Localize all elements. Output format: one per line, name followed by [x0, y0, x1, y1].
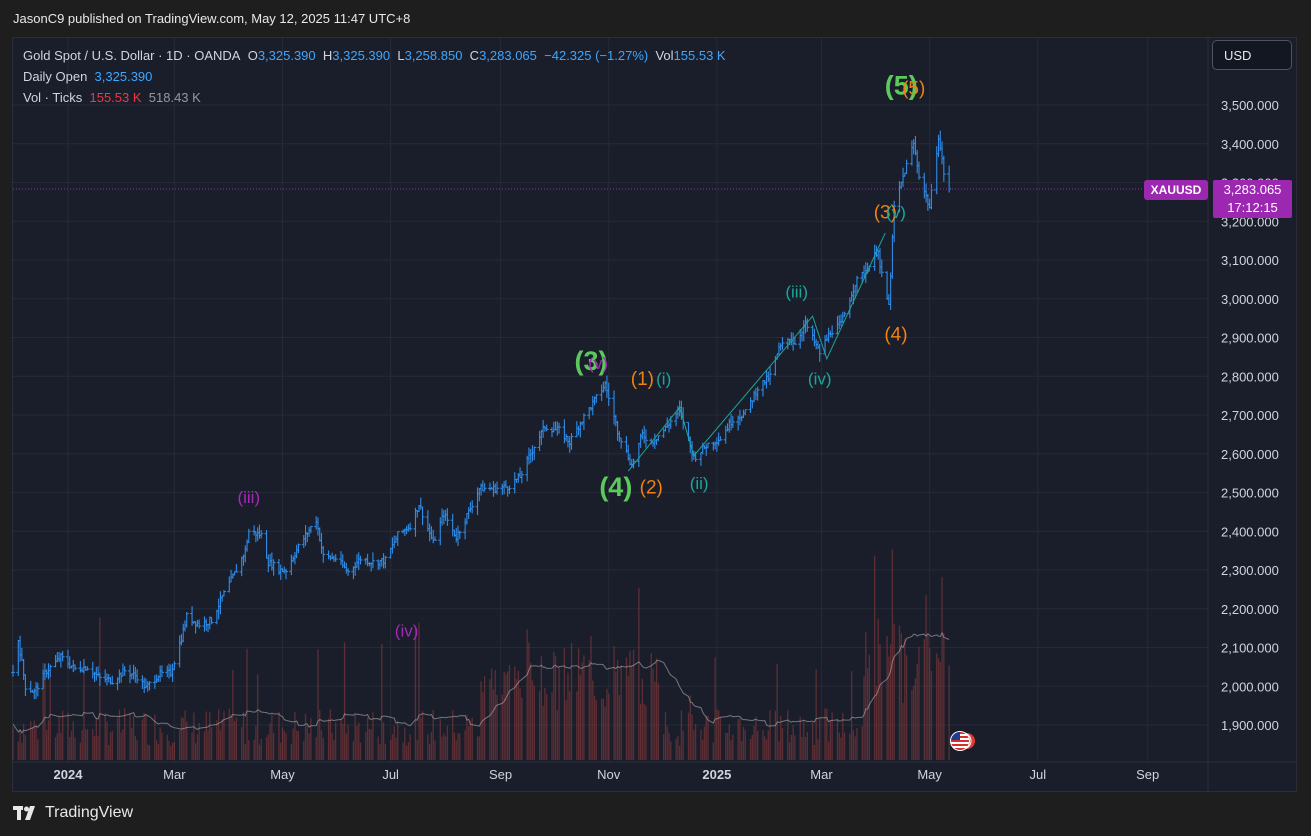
close-label: C — [469, 48, 480, 63]
y-tick-label: 2,700.000 — [1221, 408, 1279, 423]
y-tick-label: 2,200.000 — [1221, 602, 1279, 617]
y-tick-label: 2,300.000 — [1221, 563, 1279, 578]
y-tick-label: 2,500.000 — [1221, 486, 1279, 501]
y-tick-label: 2,800.000 — [1221, 369, 1279, 384]
tradingview-logo-icon — [13, 806, 35, 820]
vol-value: 155.53 K — [673, 48, 726, 63]
elliott-wave-line — [627, 232, 886, 472]
wave-label-intermediate[interactable]: (1) — [631, 369, 654, 390]
x-tick-label: May — [270, 767, 295, 782]
daily-open-value: 3,325.390 — [94, 69, 153, 84]
y-tick-label: 3,200.000 — [1221, 214, 1279, 229]
low-value: 3,258.850 — [404, 48, 463, 63]
wave-label-primary[interactable]: (5) — [885, 71, 918, 101]
last-price-value: 3,283.065 — [1223, 182, 1282, 197]
x-tick-label: 2024 — [54, 767, 84, 782]
y-tick-label: 1,900.000 — [1221, 718, 1279, 733]
vol-ticks-label: Vol · Ticks — [23, 90, 83, 105]
wave-label-minute[interactable]: (iv) — [395, 621, 419, 640]
y-tick-label: 2,600.000 — [1221, 447, 1279, 462]
y-tick-label: 2,000.000 — [1221, 679, 1279, 694]
x-tick-label: Nov — [597, 767, 621, 782]
x-tick-label: Sep — [1136, 767, 1159, 782]
wave-label-intermediate[interactable]: (3) — [874, 203, 897, 224]
x-tick-label: Mar — [810, 767, 833, 782]
y-tick-label: 3,400.000 — [1221, 137, 1279, 152]
open-label: O — [247, 48, 258, 63]
x-tick-label: Jul — [382, 767, 399, 782]
x-tick-label: Mar — [163, 767, 186, 782]
wave-label-intermediate[interactable]: (5) — [902, 79, 925, 100]
legend-daily-open-row[interactable]: Daily Open 3,325.390 — [23, 66, 726, 87]
change-value: −42.325 (−1.27%) — [544, 48, 649, 63]
wave-label-minor[interactable]: (i) — [656, 370, 671, 389]
currency-button[interactable]: USD — [1212, 40, 1292, 70]
legend-ohlc-row: Gold Spot / U.S. Dollar · 1D · OANDA O3,… — [23, 45, 726, 66]
wave-label-minor[interactable]: (ii) — [690, 474, 709, 493]
y-tick-label: 2,100.000 — [1221, 641, 1279, 656]
x-tick-label: Jul — [1029, 767, 1046, 782]
y-tick-label: 3,000.000 — [1221, 292, 1279, 307]
last-price-tag: 3,283.065 17:12:15 — [1213, 180, 1292, 218]
high-label: H — [322, 48, 333, 63]
instrument-label[interactable]: Gold Spot / U.S. Dollar · 1D · OANDA — [23, 48, 241, 63]
wave-label-minor[interactable]: (v) — [886, 203, 906, 222]
y-tick-label: 2,900.000 — [1221, 331, 1279, 346]
chart-legend: Gold Spot / U.S. Dollar · 1D · OANDA O3,… — [23, 45, 726, 108]
vol-label: Vol — [655, 48, 674, 63]
y-tick-label: 3,500.000 — [1221, 98, 1279, 113]
wave-label-minor[interactable]: (iv) — [808, 370, 832, 389]
tradingview-brand: TradingView — [45, 804, 134, 821]
legend-vol-ticks-row[interactable]: Vol · Ticks 155.53 K 518.43 K — [23, 87, 726, 108]
volume-ma-line — [12, 631, 950, 734]
vol-ticks-value: 155.53 K — [89, 90, 142, 105]
wave-label-primary[interactable]: (3) — [574, 346, 607, 376]
wave-label-intermediate[interactable]: (2) — [640, 478, 663, 499]
x-tick-label: 2025 — [702, 767, 731, 782]
y-tick-label: 3,100.000 — [1221, 253, 1279, 268]
open-value: 3,325.390 — [257, 48, 316, 63]
wave-label-primary[interactable]: (4) — [599, 472, 632, 502]
published-line: JasonC9 published on TradingView.com, Ma… — [13, 11, 411, 26]
symbol-price-tag: XAUUSD — [1144, 180, 1208, 200]
wave-label-minute[interactable]: (v) — [588, 354, 608, 373]
us-flag-icon[interactable] — [948, 728, 976, 754]
tradingview-logo[interactable]: TradingView — [13, 804, 133, 822]
y-tick-label: 2,400.000 — [1221, 524, 1279, 539]
bar-countdown: 17:12:15 — [1227, 200, 1278, 215]
wave-label-minute[interactable]: (iii) — [237, 488, 260, 507]
wave-label-minor[interactable]: (iii) — [785, 282, 808, 301]
vol-ticks-ma-value: 518.43 K — [148, 90, 201, 105]
daily-open-label: Daily Open — [23, 69, 88, 84]
close-value: 3,283.065 — [479, 48, 537, 63]
wave-label-intermediate[interactable]: (4) — [884, 325, 907, 346]
high-value: 3,325.390 — [332, 48, 391, 63]
x-tick-label: May — [917, 767, 942, 782]
low-label: L — [397, 48, 405, 63]
x-tick-label: Sep — [489, 767, 512, 782]
